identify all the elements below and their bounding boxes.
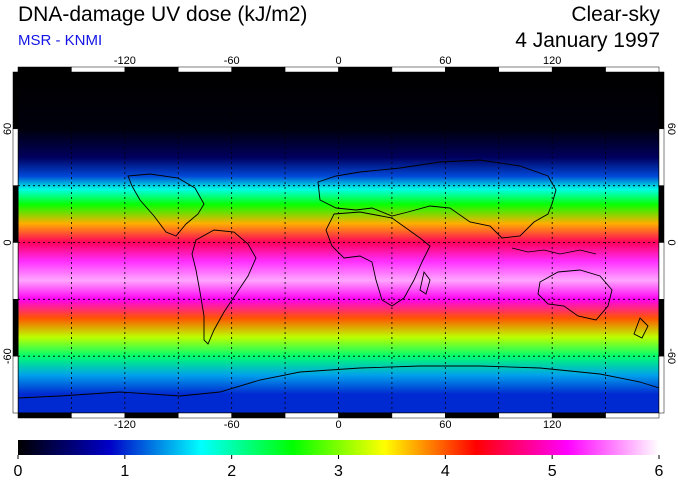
lon-tick-label-bottom: 0 (335, 419, 341, 431)
colorbar-tick-label: 4 (441, 463, 450, 480)
axis-frame-segments (12, 66, 665, 419)
gridlines (18, 72, 659, 413)
frame-segment-left (12, 71, 19, 130)
frame-segment-top (605, 66, 660, 73)
frame-segment-bottom (17, 412, 72, 419)
lat-tick-label-left: 60 (2, 123, 14, 135)
frame-segment-bottom (445, 412, 500, 419)
frame-segment-bottom (338, 412, 393, 419)
frame-segment-right (658, 242, 665, 300)
frame-segment-bottom (124, 412, 179, 419)
lon-tick-label-bottom: 120 (543, 419, 561, 431)
lon-tick-label-bottom: -60 (224, 419, 240, 431)
coastline-new-zealand (633, 317, 649, 339)
frame-segment-top (17, 66, 72, 73)
frame-segment-bottom (231, 412, 286, 419)
frame-segment-bottom (391, 412, 446, 419)
frame-segment-right (658, 355, 665, 414)
bottom-lon-ticks: -120 -60 0 60 120 (114, 419, 562, 431)
lon-tick-label-top: -60 (224, 55, 240, 67)
frame-segment-top (391, 66, 446, 73)
frame-segment-bottom (605, 412, 660, 419)
frame-segment-bottom (178, 412, 232, 419)
colorbar-tick-label: 6 (655, 463, 664, 480)
coastlines (18, 159, 659, 399)
frame-segment-bottom (71, 412, 126, 419)
frame-segment-top (284, 66, 339, 73)
coastline-antarctica (18, 365, 659, 399)
colorbar-tick-label: 2 (227, 463, 236, 480)
frame-segment-top (124, 66, 179, 73)
lon-tick-label-top: -120 (114, 55, 136, 67)
coastline-africa (325, 211, 431, 307)
frame-segment-left (12, 242, 19, 300)
lat-tick-label-right: 0 (665, 239, 677, 245)
source-label: MSR - KNMI (18, 32, 103, 49)
date-label: 4 January 1997 (515, 29, 660, 52)
lat-tick-label-left: -60 (2, 348, 14, 364)
coastline-europe-asia (317, 159, 557, 239)
frame-segment-bottom (551, 412, 606, 419)
lat-tick-label-left: 0 (2, 239, 14, 245)
lat-tick-label-right: -60 (665, 348, 677, 364)
frame-segment-top (498, 66, 553, 73)
page-title: DNA-damage UV dose (kJ/m2) (18, 3, 308, 26)
frame-segment-top (231, 66, 286, 73)
frame-segment-left (12, 185, 19, 243)
lat-tick-label-right: 60 (665, 123, 677, 135)
sky-condition-label: Clear-sky (571, 3, 660, 26)
coastline-south-america (191, 229, 257, 345)
colorbar-tick-label: 0 (14, 463, 23, 480)
colorbar-tick-label: 3 (334, 463, 343, 480)
lon-tick-label-bottom: 60 (439, 419, 451, 431)
left-lat-ticks: 60 0 -60 (2, 123, 14, 364)
frame-segment-left (12, 355, 19, 414)
lon-tick-label-bottom: -120 (114, 419, 136, 431)
frame-segment-bottom (284, 412, 339, 419)
frame-segment-right (658, 299, 665, 357)
colorbar (18, 440, 659, 455)
lon-tick-label-top: 0 (335, 55, 341, 67)
lon-tick-label-top: 120 (543, 55, 561, 67)
colorbar-tick-label: 1 (120, 463, 129, 480)
frame-segment-right (658, 185, 665, 243)
frame-segment-top (71, 66, 126, 73)
coastline-madagascar (419, 270, 431, 295)
colorbar-tick-label: 5 (548, 463, 557, 480)
frame-segment-right (658, 128, 665, 186)
frame-segment-bottom (498, 412, 553, 419)
right-lat-ticks: 60 0 -60 (665, 123, 677, 364)
frame-segment-top (551, 66, 606, 73)
frame-segment-left (12, 128, 19, 186)
frame-segment-left (12, 299, 19, 357)
coastline-australia (537, 269, 613, 321)
frame-segment-top (178, 66, 232, 73)
lon-tick-label-top: 60 (439, 55, 451, 67)
top-lon-ticks: -120 -60 0 60 120 (114, 55, 562, 67)
colorbar-ticks: 0 1 2 3 4 5 6 (14, 455, 664, 480)
frame-segment-right (658, 71, 665, 130)
frame-segment-top (445, 66, 500, 73)
frame-segment-top (338, 66, 393, 73)
